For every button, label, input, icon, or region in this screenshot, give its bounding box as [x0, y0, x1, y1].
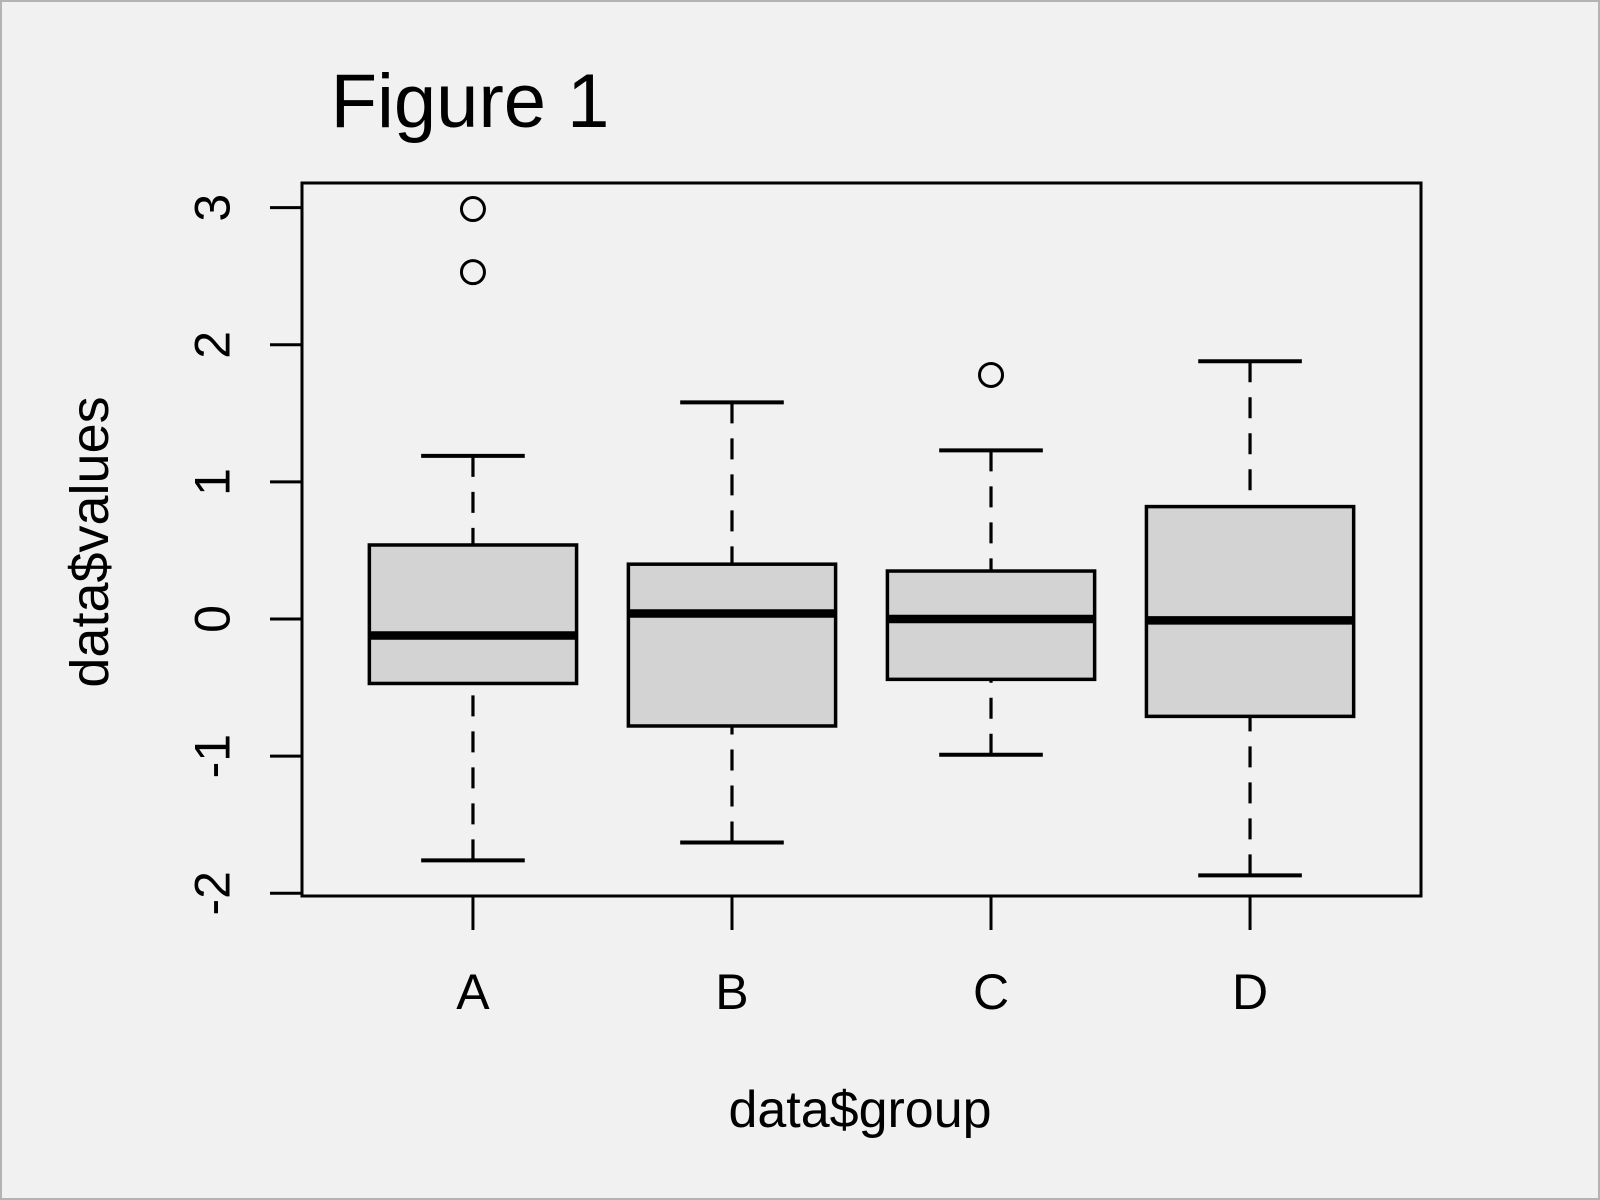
x-tick-label-B: B: [715, 964, 748, 1020]
chart-title: Figure 1: [330, 59, 610, 144]
x-tick-label-A: A: [456, 964, 490, 1020]
outlier-A: [459, 259, 486, 286]
y-tick-label: -1: [185, 734, 241, 778]
outlier-A: [459, 196, 486, 223]
x-axis-label: data$group: [728, 1081, 992, 1139]
x-tick-label-D: D: [1232, 964, 1268, 1020]
y-tick-label: 0: [185, 605, 241, 633]
box-B: [626, 562, 838, 728]
box-C: [885, 569, 1097, 682]
box-A: [367, 543, 579, 686]
box-D: [1144, 504, 1356, 719]
y-tick-label: 2: [185, 331, 241, 359]
y-tick-label: 1: [185, 468, 241, 496]
outlier-C: [978, 361, 1005, 388]
plot-border: [300, 181, 1423, 898]
x-tick-label-C: C: [973, 964, 1009, 1020]
y-tick-label: 3: [185, 194, 241, 222]
y-tick-label: -2: [185, 871, 241, 915]
